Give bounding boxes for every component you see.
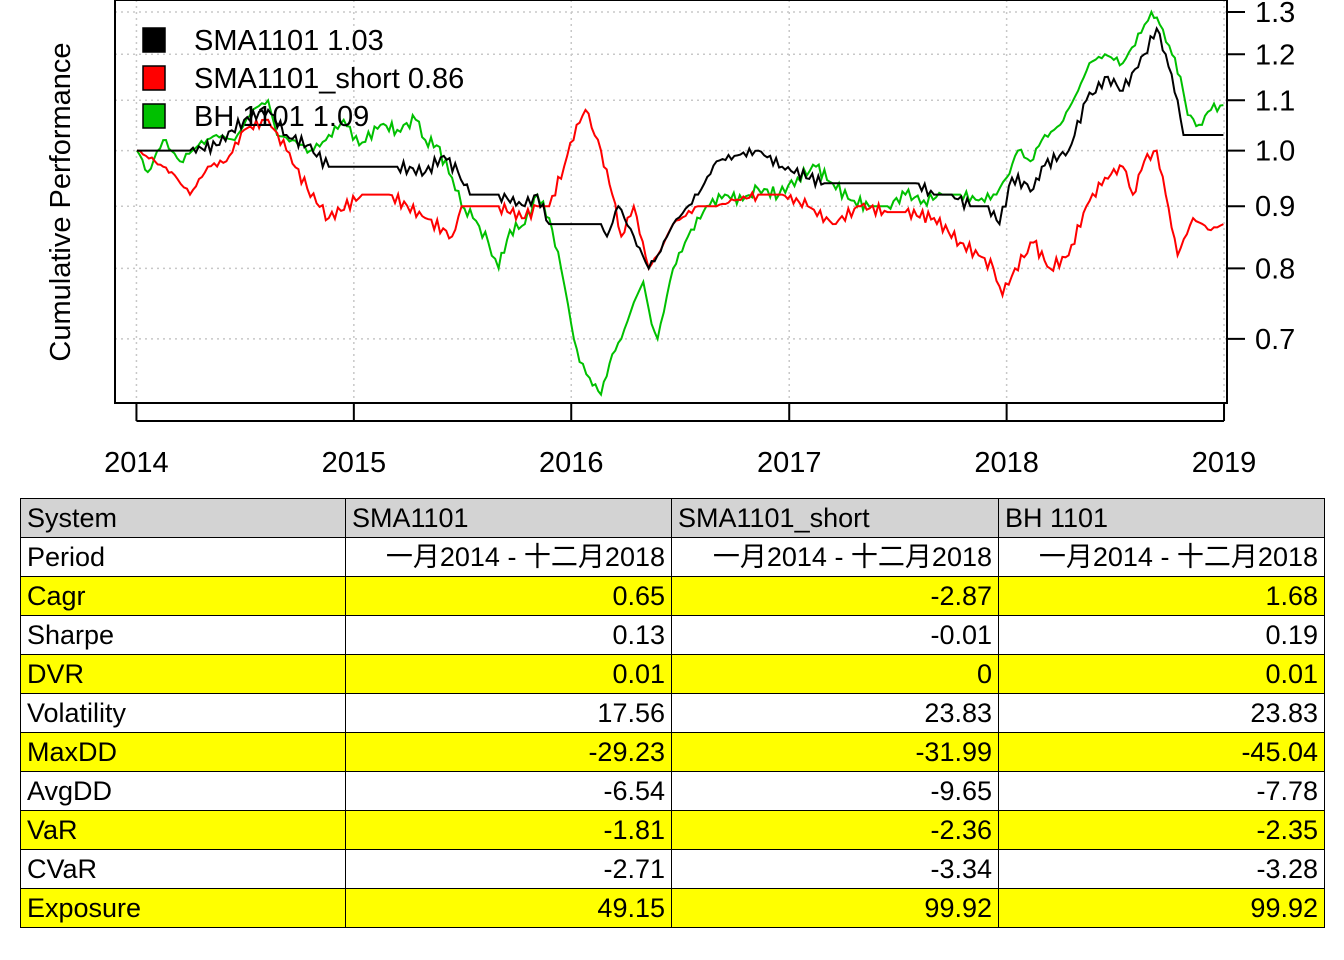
column-header: System xyxy=(20,498,346,538)
row-label: Exposure xyxy=(20,888,346,928)
series-line-sma1101-short xyxy=(136,108,1224,300)
table-cell: -1.81 xyxy=(345,810,672,850)
x-tick-label: 2015 xyxy=(322,447,387,479)
stats-table: System SMA1101 SMA1101_short BH 1101 Period 一… xyxy=(20,498,1325,928)
series-line-sma1101 xyxy=(137,25,1224,271)
table-row: Cagr 0.65 -2.87 1.68 xyxy=(20,576,1325,616)
table-cell: -2.36 xyxy=(671,810,999,850)
grid-lines xyxy=(115,0,1227,403)
legend-label: SMA1101_short 0.86 xyxy=(194,63,464,95)
table-cell: -31.99 xyxy=(671,732,999,772)
table-cell: 0.19 xyxy=(998,615,1325,655)
table-cell: 一月2014 - 十二月2018 xyxy=(671,537,999,577)
x-tick-label: 2014 xyxy=(104,447,169,479)
table-cell: 一月2014 - 十二月2018 xyxy=(998,537,1325,577)
table-row: Volatility 17.56 23.83 23.83 xyxy=(20,693,1325,733)
table-cell: 17.56 xyxy=(345,693,672,733)
legend-label: BH 1101 1.09 xyxy=(194,101,369,133)
table-cell: -6.54 xyxy=(345,771,672,811)
table-cell: 0.01 xyxy=(998,654,1325,694)
row-label: Cagr xyxy=(20,576,346,616)
table-row: MaxDD -29.23 -31.99 -45.04 xyxy=(20,732,1325,772)
column-header: BH 1101 xyxy=(998,498,1325,538)
y-tick-label: 1.1 xyxy=(1255,85,1295,117)
row-label: DVR xyxy=(20,654,346,694)
row-label: Sharpe xyxy=(20,615,346,655)
legend-swatch xyxy=(142,103,166,129)
x-tick-label: 2017 xyxy=(757,447,822,479)
performance-chart: 2014 2015 2016 2017 2018 2019 0.7 0.8 0.9 1.0 1.1… xyxy=(45,0,1295,479)
table-cell: 23.83 xyxy=(671,693,999,733)
y-tick-label: 0.9 xyxy=(1255,191,1295,223)
series-line-bh-1101 xyxy=(136,9,1224,397)
table-cell: -3.34 xyxy=(671,849,999,889)
y-tick-label: 0.8 xyxy=(1255,253,1295,285)
table-header-row: System SMA1101 SMA1101_short BH 1101 xyxy=(20,498,1325,538)
y-tick-label: 1.0 xyxy=(1255,136,1295,168)
y-tick-label: 1.3 xyxy=(1255,0,1295,29)
table-cell: 一月2014 - 十二月2018 xyxy=(345,537,672,577)
table-cell: 99.92 xyxy=(671,888,999,928)
table-cell: -0.01 xyxy=(671,615,999,655)
x-tick-label: 2016 xyxy=(539,447,604,479)
table-cell: -2.35 xyxy=(998,810,1325,850)
series-layer xyxy=(136,9,1224,397)
table-cell: 0.01 xyxy=(345,654,672,694)
table-cell: -45.04 xyxy=(998,732,1325,772)
table-row: Exposure 49.15 99.92 99.92 xyxy=(20,888,1325,928)
table-row: CVaR -2.71 -3.34 -3.28 xyxy=(20,849,1325,889)
row-label: Volatility xyxy=(20,693,346,733)
table-cell: 23.83 xyxy=(998,693,1325,733)
table-cell: 1.68 xyxy=(998,576,1325,616)
table-cell: 99.92 xyxy=(998,888,1325,928)
legend-swatch xyxy=(142,27,166,53)
column-header: SMA1101 xyxy=(345,498,672,538)
table-cell: 0.13 xyxy=(345,615,672,655)
column-header: SMA1101_short xyxy=(671,498,999,538)
table-cell: -7.78 xyxy=(998,771,1325,811)
table-cell: -9.65 xyxy=(671,771,999,811)
plot-frame xyxy=(114,0,1228,404)
table-cell: -3.28 xyxy=(998,849,1325,889)
row-label: VaR xyxy=(20,810,346,850)
x-axis: 2014 2015 2016 2017 2018 2019 xyxy=(104,403,1256,479)
table-row: DVR 0.01 0 0.01 xyxy=(20,654,1325,694)
table-cell: 49.15 xyxy=(345,888,672,928)
row-label: Period xyxy=(20,537,346,577)
table-cell: -29.23 xyxy=(345,732,672,772)
y-tick-label: 1.2 xyxy=(1255,39,1295,71)
table-cell: 0 xyxy=(671,654,999,694)
table-row: AvgDD -6.54 -9.65 -7.78 xyxy=(20,771,1325,811)
table-cell: -2.87 xyxy=(671,576,999,616)
legend-label: SMA1101 1.03 xyxy=(194,25,384,57)
table-cell: 0.65 xyxy=(345,576,672,616)
x-tick-label: 2018 xyxy=(974,447,1039,479)
row-label: CVaR xyxy=(20,849,346,889)
row-label: MaxDD xyxy=(20,732,346,772)
legend: SMA1101 1.03 SMA1101_short 0.86 BH 1101 1.… xyxy=(142,25,464,133)
table-row: Period 一月2014 - 十二月2018 一月2014 - 十二月2018 一月… xyxy=(20,537,1325,577)
table-cell: -2.71 xyxy=(345,849,672,889)
table-row: Sharpe 0.13 -0.01 0.19 xyxy=(20,615,1325,655)
legend-swatch xyxy=(142,65,166,91)
row-label: AvgDD xyxy=(20,771,346,811)
table-row: VaR -1.81 -2.36 -2.35 xyxy=(20,810,1325,850)
y-axis: 0.7 0.8 0.9 1.0 1.1 1.2 1.3 xyxy=(1227,0,1295,356)
x-tick-label: 2019 xyxy=(1192,447,1257,479)
y-axis-label: Cumulative Performance xyxy=(45,42,77,361)
y-tick-label: 0.7 xyxy=(1255,324,1295,356)
